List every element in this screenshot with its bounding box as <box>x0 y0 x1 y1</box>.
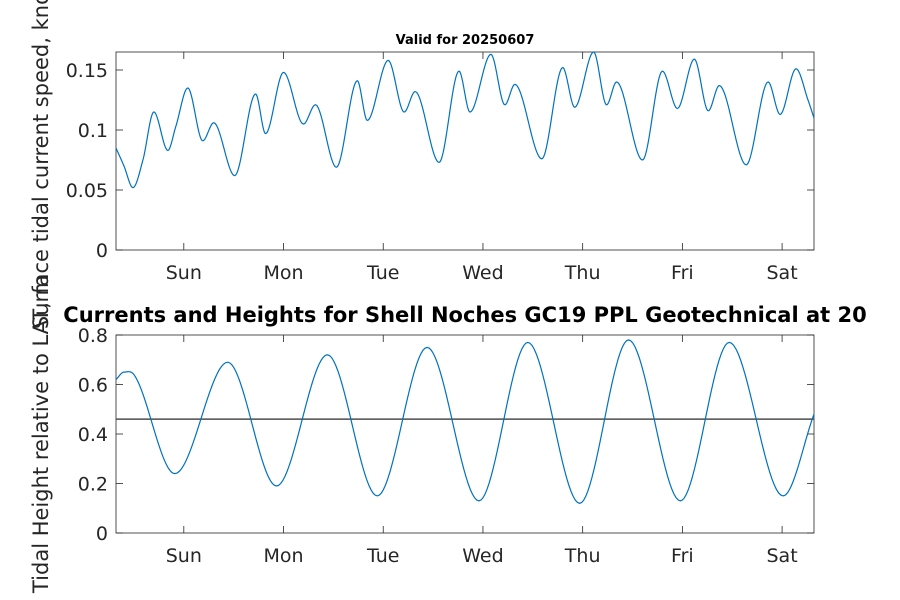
y-tick-label: 0 <box>96 240 108 262</box>
x-tick-label: Sun <box>166 262 202 284</box>
x-tick-label: Fri <box>671 262 694 284</box>
y-axis-label: Tidal Height relative to LAT, m <box>29 275 53 594</box>
y-tick-label: 0.1 <box>78 120 108 142</box>
series-group <box>115 51 815 189</box>
x-tick-label: Tue <box>366 262 399 284</box>
x-tick-label: Sat <box>767 262 798 284</box>
y-tick-label: 0.6 <box>78 375 108 397</box>
y-axis: 0 0.2 0.4 0.6 0.8 <box>78 325 814 545</box>
y-axis: 0 0.05 0.1 0.15 <box>66 60 814 262</box>
x-tick-label: Wed <box>462 262 503 284</box>
chart-title: Currents and Heights for Shell Noches GC… <box>63 303 866 327</box>
y-tick-label: 0.4 <box>78 424 108 446</box>
y-tick-label: 0.2 <box>78 474 108 496</box>
x-tick-label: Thu <box>564 262 601 284</box>
chart-top: Valid for 20250607 0 0.05 0.1 0.15 Sun Mon Tu… <box>29 0 815 329</box>
x-axis: Sun Mon Tue Wed Thu Fri Sat <box>166 52 798 284</box>
x-tick-label: Mon <box>263 262 303 284</box>
y-tick-label: 0.8 <box>78 325 108 347</box>
series-line <box>115 51 815 189</box>
y-tick-label: 0.05 <box>66 180 108 202</box>
chart-title: Valid for 20250607 <box>396 33 535 48</box>
x-tick-label: Sun <box>166 545 202 567</box>
y-tick-label: 0.15 <box>66 60 108 82</box>
x-tick-label: Sat <box>767 545 798 567</box>
x-tick-label: Wed <box>462 545 503 567</box>
x-tick-label: Mon <box>263 545 303 567</box>
plot-area <box>115 51 815 251</box>
x-tick-label: Thu <box>564 545 601 567</box>
y-axis-label: Surface tidal current speed, knots <box>29 0 53 329</box>
x-tick-label: Fri <box>671 545 694 567</box>
plot-area <box>115 334 815 534</box>
x-tick-label: Tue <box>366 545 399 567</box>
series-line <box>115 339 815 504</box>
series-group <box>115 339 815 504</box>
x-axis: Sun Mon Tue Wed Thu Fri Sat <box>166 335 798 567</box>
chart-bottom: Currents and Heights for Shell Noches GC… <box>29 275 867 594</box>
y-tick-label: 0 <box>96 523 108 545</box>
